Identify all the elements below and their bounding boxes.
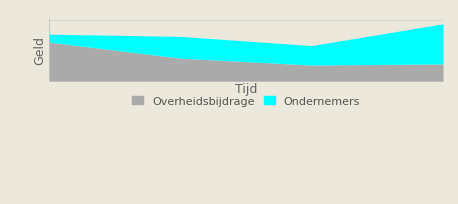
Legend: Overheidsbijdrage, Ondernemers: Overheidsbijdrage, Ondernemers <box>128 92 365 111</box>
Y-axis label: Geld: Geld <box>33 36 46 65</box>
X-axis label: Tijd: Tijd <box>235 83 257 96</box>
